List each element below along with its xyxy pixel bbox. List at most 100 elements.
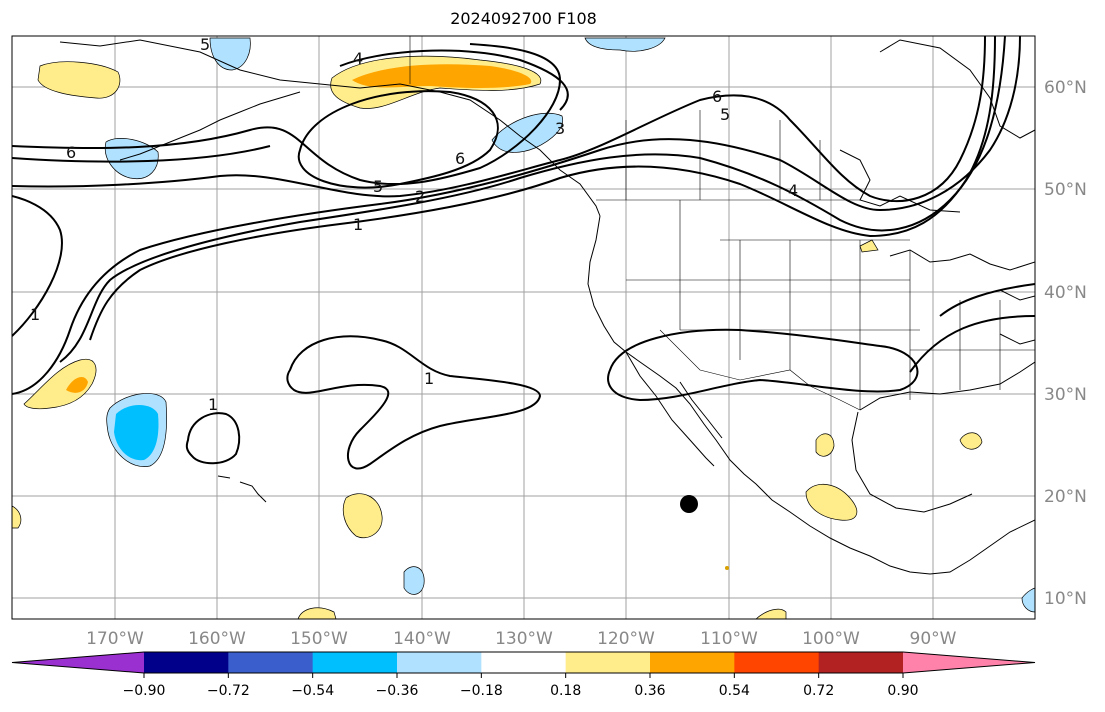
lon-label: 100°W [802,629,860,649]
map-frame [11,35,1036,620]
gulf-coast [851,361,1035,513]
patch-negative [1021,587,1035,613]
patch-negative [403,566,425,595]
colorbar-extend-high [903,652,1035,673]
lat-label: 20°N [1044,487,1087,507]
political-borders [409,36,1035,411]
colorbar-tick-label: −0.72 [207,683,250,699]
lon-label: 120°W [597,629,655,649]
contour-1-west [12,195,63,337]
hudson-bay [839,39,1035,213]
lon-label: 150°W [290,629,348,649]
contour-label: 4 [353,49,363,68]
colorbar-tick-label: 0.18 [550,683,581,699]
contour-label: 6 [66,143,76,162]
contour-2-band [59,36,1006,363]
contour-label: 6 [712,87,722,106]
east-coast [999,289,1035,345]
lat-label: 50°N [1044,180,1087,200]
lon-label: 140°W [393,629,451,649]
shaded-patches [12,37,1035,619]
colorbar-tick-label: 0.90 [887,683,918,699]
lon-label: 90°W [910,629,957,649]
contour-labels: 4 6 6 5 3 6 5 4 5 2 1 1 1 1 [30,35,798,414]
patch-positive [959,432,983,450]
colorbar-segment [734,652,820,673]
patch-positive [859,239,879,253]
lat-label: 10°N [1044,589,1087,609]
contour-label: 1 [353,215,363,234]
colorbar-tick-label: 0.72 [803,683,834,699]
map-title: 2024092700 F108 [450,9,597,28]
patch-negative-strong [114,405,159,461]
contour-label: 2 [415,187,425,206]
patch-positive [12,505,22,529]
lat-label: 60°N [1044,78,1087,98]
patch-positive [23,358,97,410]
colorbar-tick-label: −0.18 [460,683,503,699]
patch-negative [104,138,159,180]
contour-lines [12,36,1035,470]
patch-positive [297,607,337,619]
patch-positive [815,433,835,457]
colorbar-segment [144,652,229,673]
contour-label: 5 [373,177,383,196]
lat-label: 40°N [1044,283,1087,303]
colorbar-tick-label: 0.36 [634,683,665,699]
colorbar-extend-low [12,652,144,673]
coastlines [59,39,1035,575]
contour-ring-2 [185,412,241,465]
us-west-coast [587,215,1035,575]
small-dot [725,566,729,570]
colorbar-tick-label: −0.90 [123,683,166,699]
contour-label: 1 [30,305,40,324]
colorbar-tick-label: 0.54 [719,683,750,699]
patch-negative [491,112,564,153]
patch-positive [342,493,383,539]
alaska-coast [59,39,601,217]
colorbar-tick-label: −0.54 [291,683,334,699]
contour-label: 3 [555,119,565,138]
contour-label: 1 [208,395,218,414]
lon-label: 130°W [495,629,553,649]
patch-positive-strong [66,376,88,393]
lon-label: 170°W [86,629,144,649]
location-marker [680,495,698,513]
baja-peninsula [625,351,723,467]
longitude-labels: 170°W 160°W 150°W 140°W 130°W 120°W 110°… [86,629,957,649]
contour-label: 6 [455,149,465,168]
contour-east [909,315,1035,373]
aleutian-chain [119,91,301,161]
lon-label: 110°W [700,629,758,649]
patch-positive [805,484,858,521]
patch-positive [37,61,121,99]
contour-ring-1 [286,335,542,470]
contour-label: 4 [788,181,798,200]
patch-positive [755,608,787,619]
contour-1-band [12,36,1021,395]
colorbar-segment [818,652,904,673]
lon-label: 160°W [188,629,246,649]
patch-negative [209,37,251,71]
colorbar-segment [650,652,735,673]
contour-label: 5 [720,105,730,124]
contour-ring-3 [607,328,919,402]
contour-4-north [339,49,569,111]
colorbar-segment [397,652,482,673]
contour-6-a [12,90,499,189]
contour-label: 5 [200,35,210,54]
contour-label: 1 [424,369,434,388]
latitude-labels: 60°N 50°N 40°N 30°N 20°N 10°N [1044,78,1087,609]
contour-3-band [89,36,996,341]
hawaii [217,475,267,503]
patch-positive-strong [352,64,532,88]
colorbar-segment [312,652,398,673]
lat-label: 30°N [1044,385,1087,405]
colorbar-segment [565,652,651,673]
colorbar: −0.90 −0.72 −0.54 −0.36 −0.18 0.18 0.36 0.54 0.7… [11,651,1036,699]
colorbar-segment [481,652,567,673]
contour-north [12,36,986,203]
colorbar-tick-label: −0.36 [376,683,419,699]
contour-east-2 [939,283,1035,317]
